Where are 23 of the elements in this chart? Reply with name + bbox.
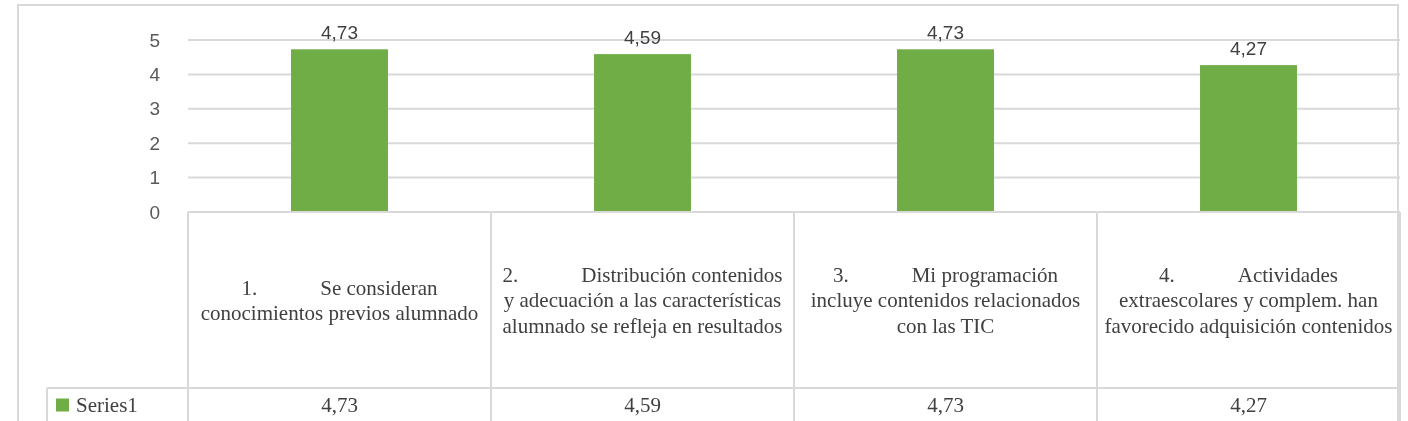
legend-label: Series1 — [76, 392, 138, 417]
bar — [291, 49, 388, 212]
x-tick-label: 3. Mi programación incluye contenidos relacionados con las TIC — [810, 262, 1081, 338]
y-tick-label: 5 — [149, 29, 160, 51]
y-tick-label: 4 — [149, 64, 161, 86]
text: 4,27 — [1230, 38, 1267, 60]
y-tick-label: 0 — [149, 201, 160, 223]
data-label: 4,27 — [1230, 392, 1267, 417]
data-label: 4,73 — [927, 392, 964, 417]
data-label: 4,59 — [624, 392, 661, 417]
bar — [594, 54, 691, 212]
text: 4,73 — [927, 22, 964, 44]
x-tick-label: 2. Distribución contenidos y adecuación a las características alumnado se refleja en resultados — [502, 262, 783, 338]
y-tick-label: 2 — [149, 132, 160, 154]
bar — [1200, 65, 1297, 212]
x-tick-label: 1. Se consideran conocimientos previos alumnado — [200, 275, 479, 326]
data-label: 4,73 — [321, 392, 358, 417]
text: 4,73 — [321, 22, 358, 44]
x-tick-label: 4. Actividades extraescolares y complem. han favorecido adquisición contenidos — [1104, 262, 1393, 338]
y-tick-label: 1 — [149, 167, 160, 189]
text: 4,59 — [624, 27, 661, 49]
y-tick-label: 3 — [149, 98, 160, 120]
bar — [897, 49, 994, 212]
